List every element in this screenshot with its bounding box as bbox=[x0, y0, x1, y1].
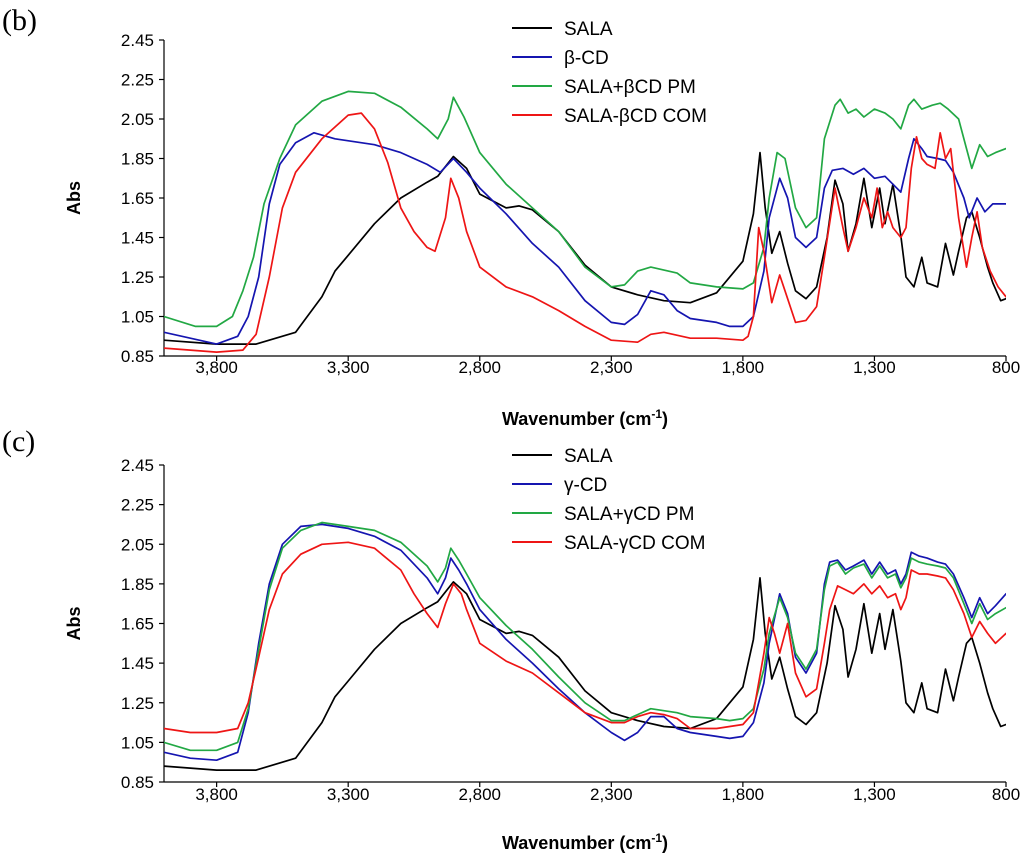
x-tick-label: 3,300 bbox=[327, 358, 370, 377]
y-tick-label: 2.05 bbox=[121, 110, 154, 129]
x-tick-label: 1,800 bbox=[722, 358, 765, 377]
chart-panel-1: (c) 0.85 1.05 1.25 1.45 1.65 1.85 2.05 2.25 2.45 3… bbox=[2, 425, 1020, 853]
x-axis-title-main: Wavenumber (cm bbox=[502, 409, 651, 429]
y-tick-label: 0.85 bbox=[121, 347, 154, 366]
x-tick-label: 3,300 bbox=[327, 785, 370, 804]
y-tick-label: 1.45 bbox=[121, 654, 154, 673]
series-line-3 bbox=[164, 112, 1006, 353]
legend-label: SALA+βCD PM bbox=[564, 77, 696, 98]
x-tick-label: 800 bbox=[992, 358, 1020, 377]
series-line-2 bbox=[164, 521, 1006, 752]
y-axis-title: Abs bbox=[64, 606, 84, 640]
x-axis-title-sup: -1 bbox=[651, 831, 662, 845]
panel-label: (c) bbox=[2, 425, 35, 458]
y-tick-label: 0.85 bbox=[121, 773, 154, 792]
y-tick-label: 1.25 bbox=[121, 268, 154, 287]
x-tick-label: 1,800 bbox=[722, 785, 765, 804]
legend-label: β-CD bbox=[564, 48, 609, 69]
legend-label: SALA-γCD COM bbox=[564, 533, 705, 554]
panel-label: (b) bbox=[2, 4, 37, 37]
y-tick-label: 1.85 bbox=[121, 150, 154, 169]
x-axis-title-close: ) bbox=[662, 833, 668, 853]
x-axis-title: Wavenumber (cm-1) bbox=[502, 831, 668, 853]
x-tick-label: 2,800 bbox=[458, 785, 501, 804]
x-axis-title-sup: -1 bbox=[651, 407, 662, 421]
y-tick-label: 1.25 bbox=[121, 694, 154, 713]
x-tick-label: 3,800 bbox=[195, 358, 238, 377]
series-line-1 bbox=[164, 523, 1006, 762]
x-tick-label: 2,300 bbox=[590, 358, 633, 377]
y-tick-label: 2.25 bbox=[121, 71, 154, 90]
series-line-0 bbox=[164, 577, 1006, 771]
y-tick-label: 2.25 bbox=[121, 496, 154, 515]
y-tick-label: 2.45 bbox=[121, 31, 154, 50]
chart-panel-0: (b) 0.85 1.05 1.25 1.45 1.65 1.85 2.05 2.25 2.45 3… bbox=[2, 4, 1020, 429]
legend-label: SALA+γCD PM bbox=[564, 504, 694, 525]
legend-label: γ-CD bbox=[564, 475, 607, 496]
y-axis-title: Abs bbox=[64, 181, 84, 215]
series-line-0 bbox=[164, 151, 1006, 345]
x-axis-title: Wavenumber (cm-1) bbox=[502, 407, 668, 429]
x-tick-label: 3,800 bbox=[195, 785, 238, 804]
legend-label: SALA-βCD COM bbox=[564, 106, 707, 127]
y-tick-label: 2.05 bbox=[121, 535, 154, 554]
y-tick-label: 1.65 bbox=[121, 189, 154, 208]
series-line-2 bbox=[164, 90, 1006, 328]
x-tick-label: 2,300 bbox=[590, 785, 633, 804]
x-tick-label: 800 bbox=[992, 785, 1020, 804]
x-tick-label: 1,300 bbox=[853, 358, 896, 377]
y-tick-label: 2.45 bbox=[121, 456, 154, 475]
x-axis-title-main: Wavenumber (cm bbox=[502, 833, 651, 853]
x-axis-title-close: ) bbox=[662, 409, 668, 429]
y-tick-label: 1.05 bbox=[121, 733, 154, 752]
y-tick-label: 1.05 bbox=[121, 308, 154, 327]
y-tick-label: 1.45 bbox=[121, 229, 154, 248]
series-line-1 bbox=[164, 131, 1006, 345]
legend-label: SALA bbox=[564, 446, 613, 467]
x-tick-label: 2,800 bbox=[458, 358, 501, 377]
x-tick-label: 1,300 bbox=[853, 785, 896, 804]
y-tick-label: 1.85 bbox=[121, 575, 154, 594]
legend-label: SALA bbox=[564, 19, 613, 40]
series-line-3 bbox=[164, 541, 1006, 734]
y-tick-label: 1.65 bbox=[121, 615, 154, 634]
